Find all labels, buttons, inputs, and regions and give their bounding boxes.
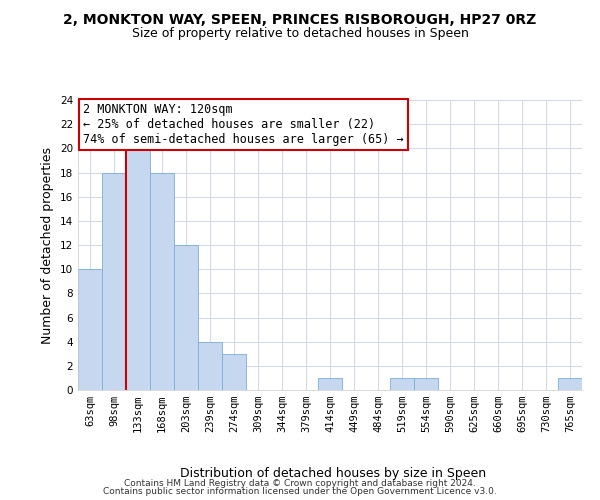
Bar [102, 172, 126, 390]
Bar [174, 245, 198, 390]
Bar [390, 378, 414, 390]
Bar [222, 354, 246, 390]
Bar [558, 378, 582, 390]
Text: 2, MONKTON WAY, SPEEN, PRINCES RISBOROUGH, HP27 0RZ: 2, MONKTON WAY, SPEEN, PRINCES RISBOROUG… [64, 12, 536, 26]
Text: Contains HM Land Registry data © Crown copyright and database right 2024.: Contains HM Land Registry data © Crown c… [124, 478, 476, 488]
Bar [414, 378, 438, 390]
Y-axis label: Number of detached properties: Number of detached properties [41, 146, 55, 344]
Text: Distribution of detached houses by size in Speen: Distribution of detached houses by size … [180, 467, 486, 480]
Bar [150, 172, 174, 390]
Bar [318, 378, 342, 390]
Bar [198, 342, 222, 390]
Bar [78, 269, 102, 390]
Bar [126, 148, 150, 390]
Text: Contains public sector information licensed under the Open Government Licence v3: Contains public sector information licen… [103, 487, 497, 496]
Text: 2 MONKTON WAY: 120sqm
← 25% of detached houses are smaller (22)
74% of semi-deta: 2 MONKTON WAY: 120sqm ← 25% of detached … [83, 103, 404, 146]
Text: Size of property relative to detached houses in Speen: Size of property relative to detached ho… [131, 28, 469, 40]
